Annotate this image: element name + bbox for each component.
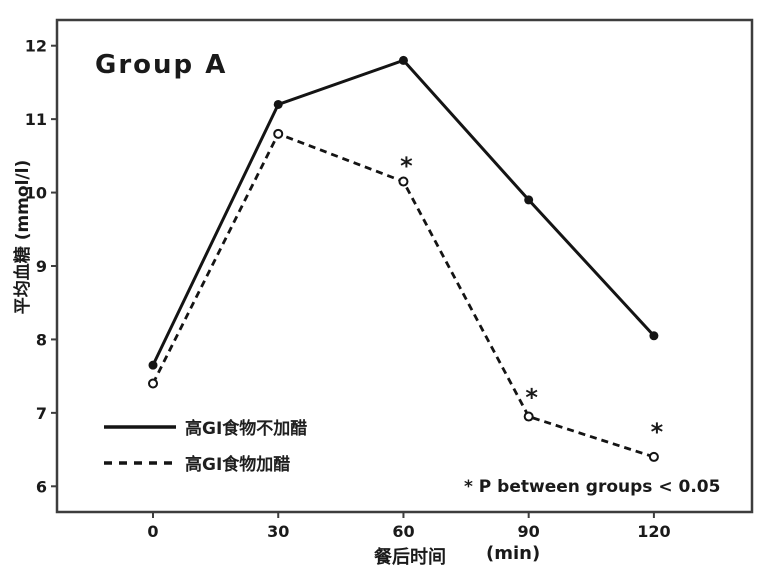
x-tick-label: 0 <box>147 522 158 541</box>
significance-annotation: * P between groups < 0.05 <box>464 477 721 497</box>
data-point-filled <box>649 331 659 341</box>
legend-swatch-solid-line <box>104 424 176 429</box>
data-point-open <box>648 451 659 462</box>
data-point-filled <box>273 99 283 109</box>
data-point-filled <box>398 55 408 65</box>
significance-asterisk: * <box>525 384 538 412</box>
x-tick-label: 120 <box>637 522 670 541</box>
legend-swatch-dashed-line <box>104 460 176 465</box>
x-axis-unit-label: (min) <box>486 543 541 564</box>
significance-asterisk: * <box>400 152 413 180</box>
legend-label-vinegar: 高GI食物加醋 <box>185 455 291 475</box>
legend: 高GI食物不加醋 高GI食物加醋 <box>104 414 307 475</box>
significance-asterisk: * <box>651 418 664 446</box>
y-axis-label: 平均血糖 (mmol/l) <box>13 159 33 315</box>
y-tick-label: 6 <box>36 477 47 496</box>
y-tick-label: 12 <box>25 37 47 56</box>
x-tick-label: 60 <box>392 522 414 541</box>
y-tick-label: 10 <box>25 184 47 203</box>
x-tick-label: 30 <box>267 522 289 541</box>
data-point-open <box>148 378 159 389</box>
data-point-open <box>398 176 409 187</box>
legend-item-vinegar: 高GI食物加醋 <box>104 450 307 475</box>
x-axis-label: 餐后时间 <box>374 547 446 568</box>
legend-item-no-vinegar: 高GI食物不加醋 <box>104 414 307 439</box>
y-tick-label: 7 <box>36 404 47 423</box>
chart-title: Group A <box>95 50 228 80</box>
legend-label-no-vinegar: 高GI食物不加醋 <box>185 419 308 439</box>
x-tick-label: 90 <box>518 522 540 541</box>
y-tick-label: 8 <box>36 330 47 349</box>
data-point-open <box>523 411 534 422</box>
data-point-open <box>273 128 284 139</box>
data-point-filled <box>148 360 158 370</box>
data-point-filled <box>524 195 534 205</box>
y-tick-label: 11 <box>25 110 47 129</box>
series-line-solid <box>151 58 656 366</box>
y-tick-label: 9 <box>36 257 47 276</box>
